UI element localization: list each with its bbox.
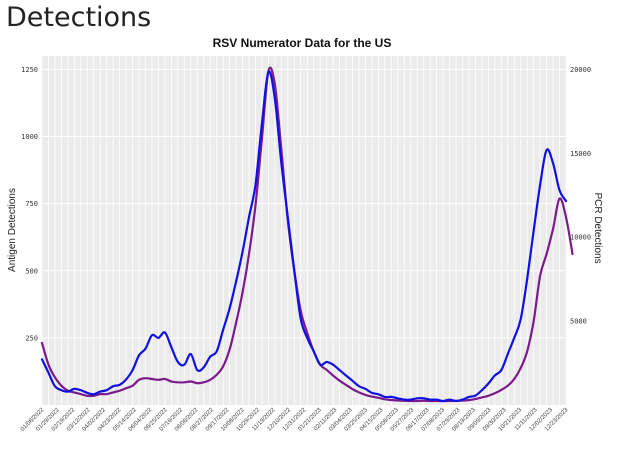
y2-axis-label: PCR Detections [592, 192, 603, 263]
y2-tick-label: 15000 [570, 150, 591, 158]
y-tick-label: 1000 [21, 133, 38, 141]
y2-tick-label: 10000 [570, 234, 591, 242]
y2-tick-label: 20000 [570, 66, 591, 74]
y2-tick-label: 5000 [570, 318, 587, 326]
page-title: Detections [6, 2, 152, 33]
plot-panel [42, 56, 566, 405]
y-tick-label: 500 [25, 267, 38, 275]
pcr-series-line [40, 66, 574, 403]
y-tick-label: 750 [25, 200, 38, 208]
y-tick-label: 250 [25, 334, 38, 342]
chart-title: RSV Numerator Data for the US [213, 36, 392, 50]
y-axis-ticks: 250 500 750 1000 1250 [21, 66, 38, 342]
y-axis-label: Antigen Detections [7, 188, 18, 272]
y-tick-label: 1250 [21, 66, 38, 74]
y2-axis-ticks: 5000 10000 15000 20000 [570, 66, 591, 326]
antigen-series-line [40, 70, 568, 403]
series-lines [40, 66, 574, 403]
x-axis-ticks: 01/08/202201/29/202202/19/202203/12/2022… [20, 407, 570, 433]
gridlines [41, 56, 567, 405]
